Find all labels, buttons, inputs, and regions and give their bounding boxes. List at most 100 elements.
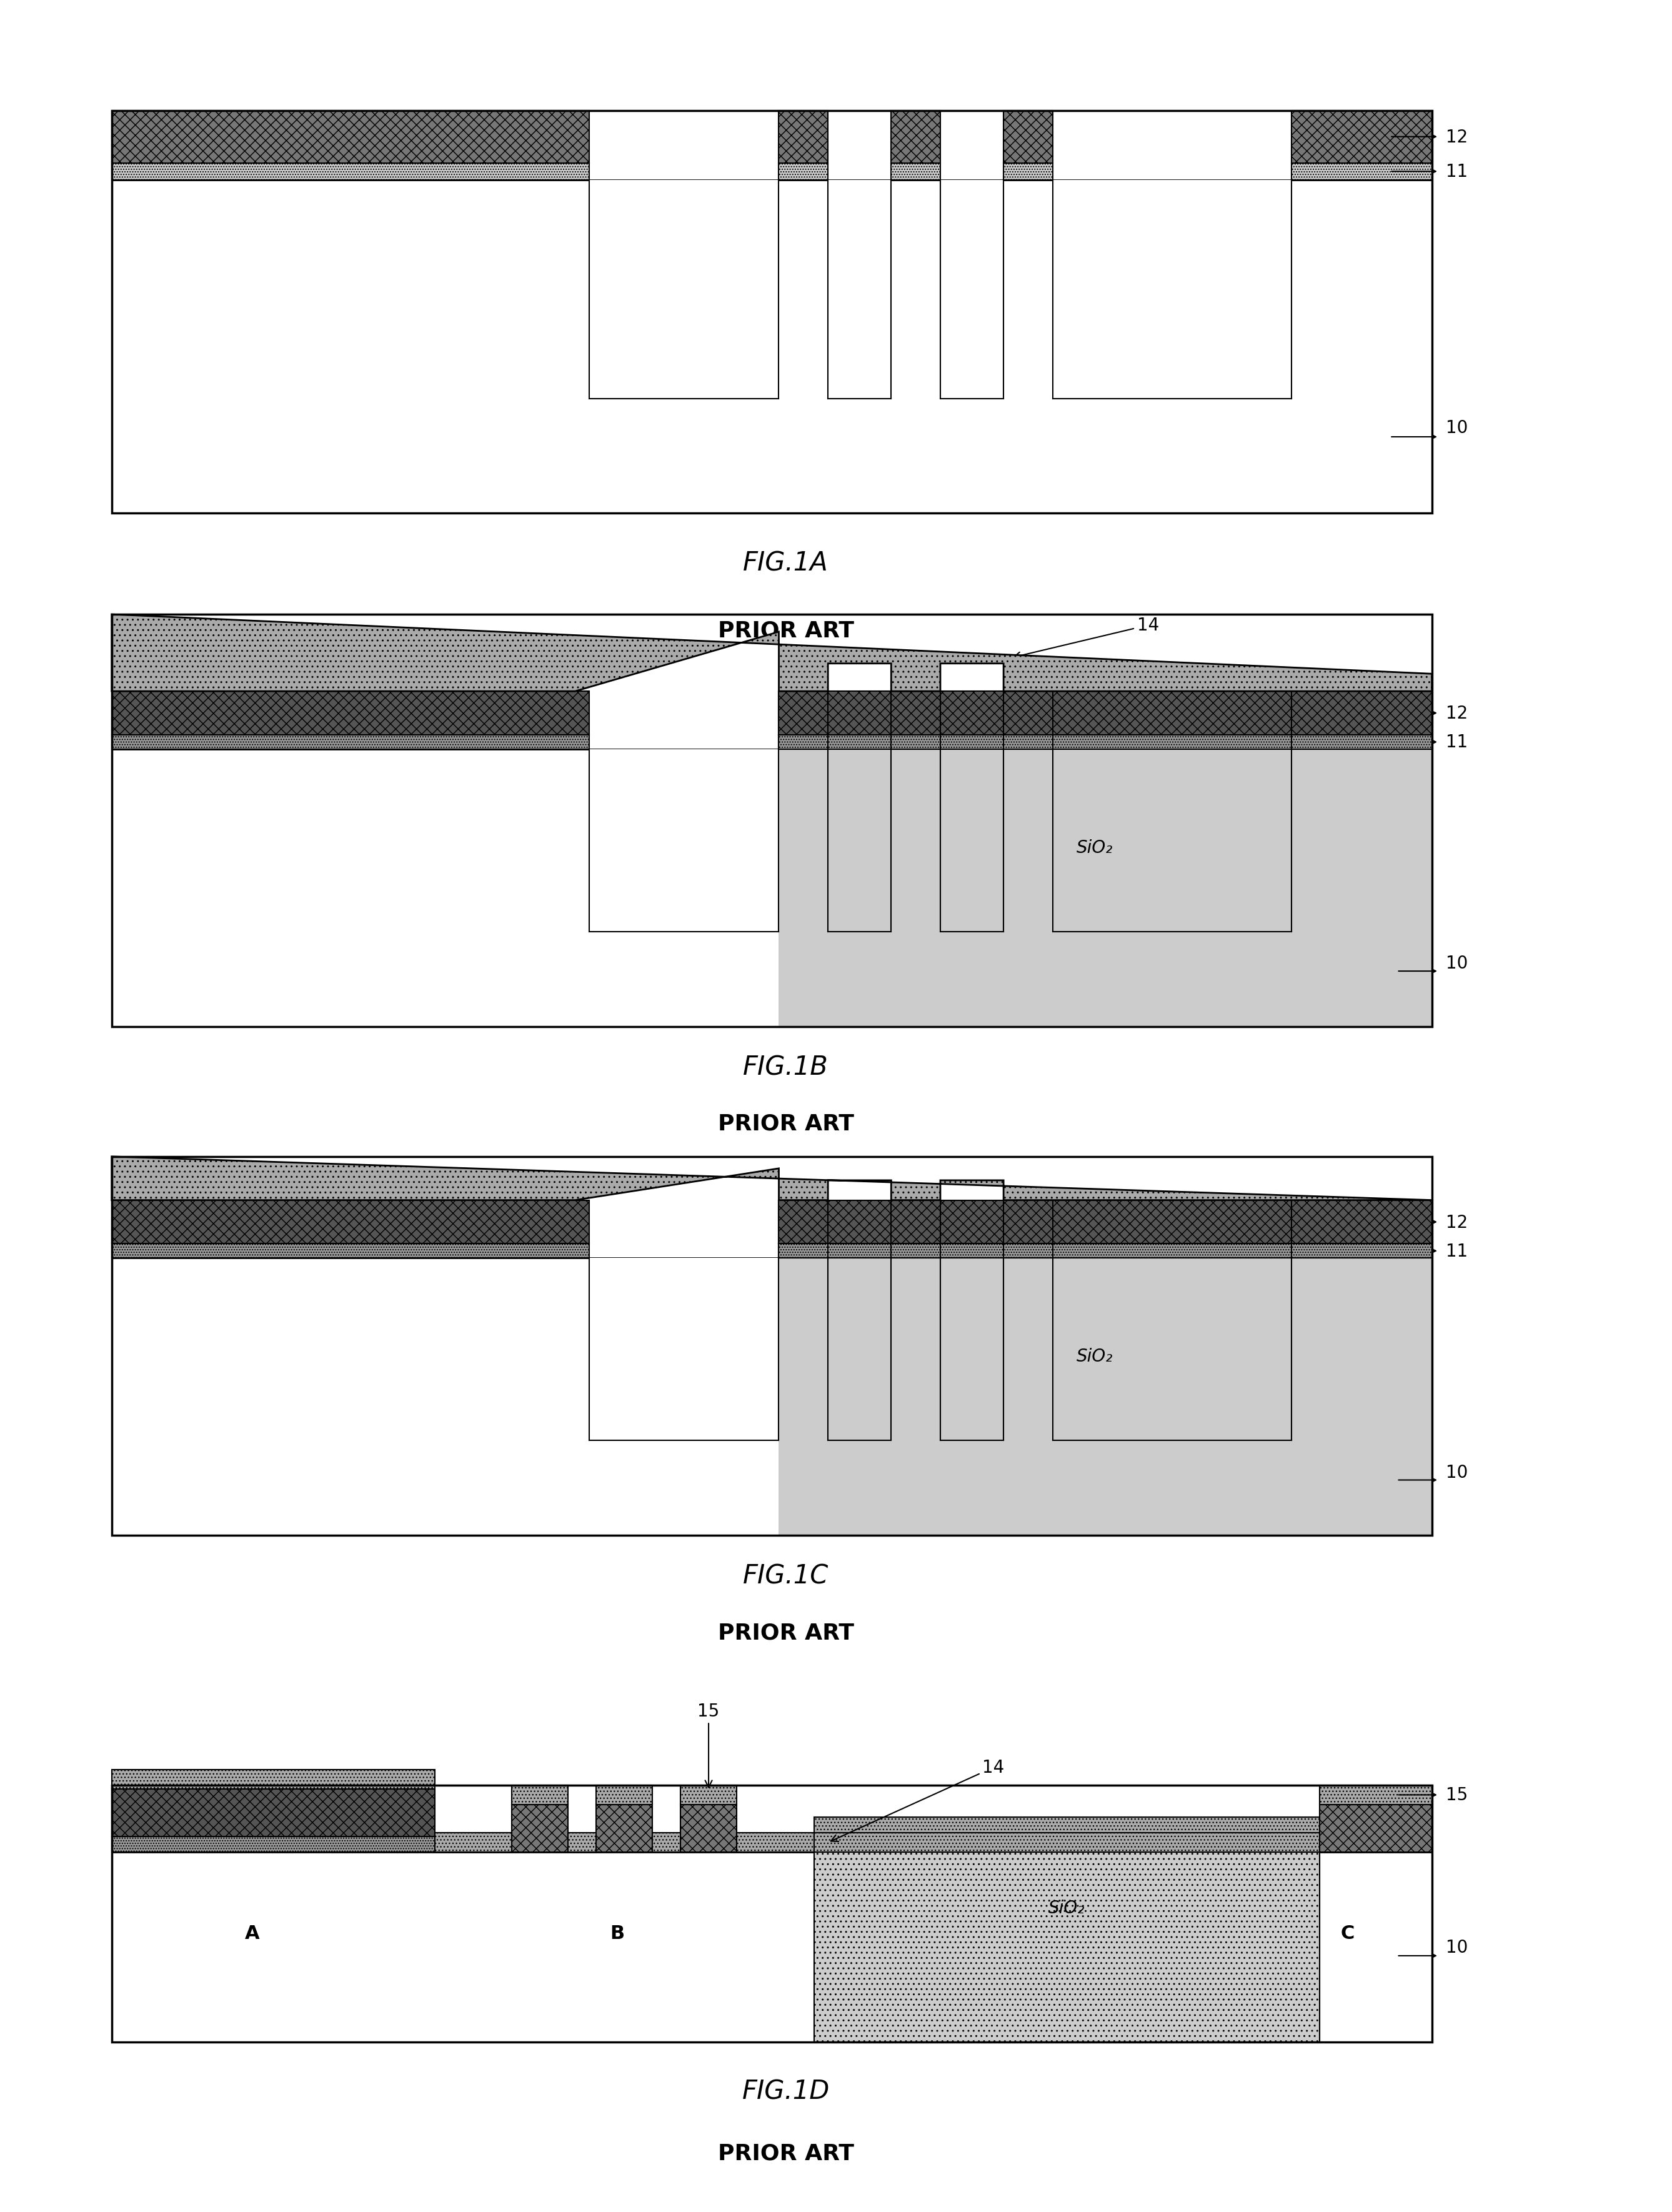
- Bar: [589, 750, 779, 1026]
- Bar: [112, 1836, 435, 1851]
- Bar: [112, 1790, 435, 1836]
- Bar: [828, 181, 891, 513]
- Bar: [589, 181, 779, 513]
- Text: 10: 10: [1446, 418, 1468, 436]
- Bar: [779, 692, 1431, 734]
- Bar: [1003, 111, 1053, 164]
- Bar: [1291, 164, 1431, 181]
- Text: SiO₂: SiO₂: [1077, 1347, 1114, 1365]
- Bar: [1319, 1805, 1431, 1851]
- Bar: [568, 1834, 597, 1851]
- Bar: [1053, 750, 1291, 1026]
- Bar: [1003, 1243, 1053, 1259]
- Bar: [891, 164, 940, 181]
- Bar: [112, 1201, 589, 1243]
- Bar: [1003, 692, 1053, 734]
- Bar: [1053, 1259, 1291, 1535]
- Bar: [112, 615, 1431, 1026]
- Bar: [940, 181, 1003, 513]
- Bar: [779, 750, 1431, 1026]
- Polygon shape: [112, 1157, 1431, 1201]
- Text: A: A: [244, 1924, 259, 1942]
- Bar: [891, 734, 940, 750]
- Bar: [681, 1805, 737, 1851]
- Bar: [779, 164, 828, 181]
- Text: 12: 12: [1446, 706, 1468, 721]
- Bar: [828, 1259, 891, 1535]
- Bar: [779, 1243, 1431, 1259]
- Text: FIG.1D: FIG.1D: [742, 2077, 829, 2104]
- Bar: [112, 164, 589, 181]
- Text: 11: 11: [1446, 734, 1468, 752]
- Bar: [1291, 1201, 1431, 1243]
- Bar: [779, 734, 828, 750]
- Bar: [940, 750, 1003, 1026]
- Bar: [940, 1259, 1003, 1535]
- Text: FIG.1B: FIG.1B: [742, 1053, 829, 1079]
- Bar: [112, 181, 1431, 513]
- Text: 12: 12: [1446, 1214, 1468, 1230]
- Bar: [597, 1785, 652, 1805]
- Text: 12: 12: [1446, 128, 1468, 146]
- Text: 11: 11: [1446, 164, 1468, 181]
- Bar: [435, 1834, 512, 1851]
- Bar: [814, 1851, 1319, 2042]
- Bar: [779, 1201, 1431, 1243]
- Bar: [112, 734, 589, 750]
- Bar: [891, 111, 940, 164]
- Text: PRIOR ART: PRIOR ART: [717, 619, 854, 641]
- Bar: [112, 1851, 1431, 2042]
- Text: SiO₂: SiO₂: [1048, 1898, 1085, 1916]
- Polygon shape: [112, 615, 1431, 692]
- Text: 10: 10: [1446, 1464, 1468, 1482]
- Bar: [779, 734, 1431, 750]
- Text: 14: 14: [831, 1759, 1005, 1843]
- Bar: [779, 692, 828, 734]
- Text: 10: 10: [1446, 1938, 1468, 1955]
- Text: PRIOR ART: PRIOR ART: [717, 1113, 854, 1135]
- Bar: [112, 1770, 435, 1790]
- Bar: [1003, 164, 1053, 181]
- Text: 14: 14: [1013, 617, 1159, 659]
- Bar: [589, 1259, 779, 1535]
- Bar: [891, 692, 940, 734]
- Bar: [512, 1805, 568, 1851]
- Bar: [435, 1834, 512, 1851]
- Bar: [112, 692, 589, 734]
- Bar: [828, 750, 891, 1026]
- Bar: [512, 1785, 568, 1805]
- Bar: [112, 111, 1431, 513]
- Bar: [112, 1785, 1431, 2042]
- Bar: [112, 1243, 589, 1259]
- Text: 11: 11: [1446, 1243, 1468, 1261]
- Bar: [112, 111, 589, 164]
- Text: FIG.1C: FIG.1C: [742, 1562, 829, 1588]
- Bar: [779, 111, 828, 164]
- Bar: [779, 1201, 828, 1243]
- Bar: [1053, 181, 1291, 513]
- Text: B: B: [610, 1924, 625, 1942]
- Bar: [814, 1834, 1319, 1851]
- Bar: [1291, 1243, 1431, 1259]
- Bar: [814, 1836, 1319, 2042]
- Bar: [814, 1818, 1319, 1836]
- Bar: [779, 1259, 1431, 1535]
- Bar: [112, 1157, 1431, 1535]
- Text: PRIOR ART: PRIOR ART: [717, 1621, 854, 1644]
- Bar: [597, 1805, 652, 1851]
- Bar: [652, 1834, 681, 1851]
- Text: SiO₂: SiO₂: [1077, 838, 1114, 856]
- Bar: [737, 1834, 814, 1851]
- Bar: [891, 1201, 940, 1243]
- Text: PRIOR ART: PRIOR ART: [717, 2141, 854, 2163]
- Text: 15: 15: [1446, 1787, 1468, 1803]
- Text: 10: 10: [1446, 956, 1468, 973]
- Bar: [891, 1243, 940, 1259]
- Text: FIG.1A: FIG.1A: [742, 551, 829, 575]
- Bar: [112, 750, 1431, 1026]
- Bar: [1003, 1201, 1053, 1243]
- Text: 15: 15: [697, 1703, 719, 1787]
- Text: C: C: [1341, 1924, 1354, 1942]
- Bar: [1291, 111, 1431, 164]
- Bar: [1003, 734, 1053, 750]
